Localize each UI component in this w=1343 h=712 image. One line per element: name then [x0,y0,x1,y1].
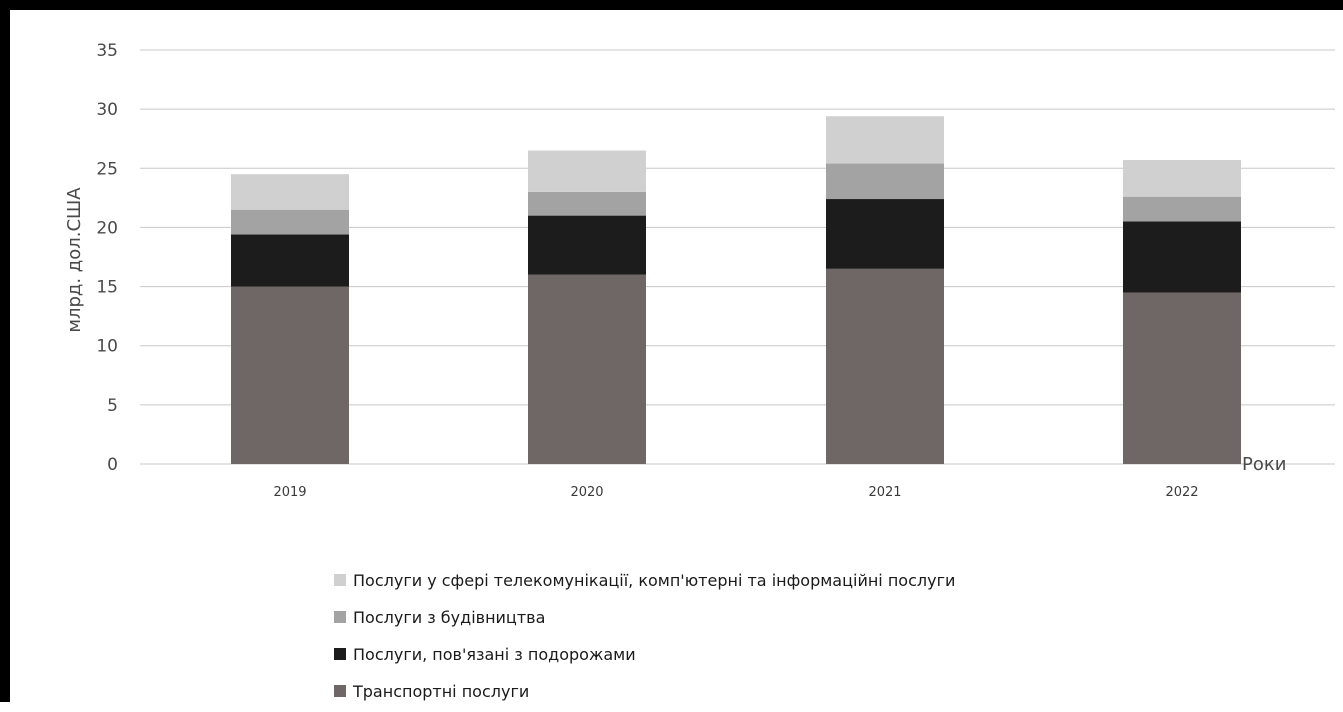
legend: Послуги у сфері телекомунікації, комп'ют… [334,571,955,701]
y-tick-label: 5 [107,396,118,416]
bar-segment-2020-series-1 [528,274,646,464]
bar-segment-2022-series-4 [1123,160,1241,197]
legend-label: Транспортні послуги [352,682,529,701]
y-tick-labels: 0 5 10 15 20 25 30 35 [96,41,118,475]
bar-segment-2019-series-4 [231,174,349,210]
bar-segment-2022-series-1 [1123,292,1241,464]
legend-item: Послуги, пов'язані з подорожами [334,645,636,664]
bar-segment-2020-series-2 [528,215,646,275]
x-axis-title: Роки [1242,454,1286,475]
bar-segment-2019-series-3 [231,209,349,235]
bar-segment-2019-series-1 [231,286,349,464]
legend-item: Послуги у сфері телекомунікації, комп'ют… [334,571,955,590]
y-tick-label: 10 [96,337,118,357]
y-tick-label: 0 [107,455,118,475]
bar-segment-2022-series-2 [1123,221,1241,293]
y-axis-title: млрд. дол.США [64,187,85,333]
y-tick-label: 25 [96,159,118,179]
bar-segment-2021-series-2 [826,199,944,269]
bar-segment-2019-series-2 [231,234,349,287]
x-tick-label: 2022 [1165,485,1198,500]
legend-swatch [334,685,346,697]
stacked-bar-chart: 0 5 10 15 20 25 30 35 2019 2020 2021 2022 млрд. до… [64,41,1335,701]
bar-segment-2022-series-3 [1123,196,1241,222]
bars [231,116,1241,464]
legend-item: Транспортні послуги [334,682,529,701]
legend-swatch [334,611,346,623]
y-tick-label: 15 [96,278,118,298]
legend-item: Послуги з будівництва [334,608,545,627]
bar-segment-2020-series-3 [528,191,646,216]
bar-segment-2021-series-1 [826,268,944,464]
x-tick-labels: 2019 2020 2021 2022 [273,485,1198,500]
x-tick-label: 2020 [570,485,603,500]
legend-label: Послуги з будівництва [353,608,545,627]
legend-label: Послуги у сфері телекомунікації, комп'ют… [353,571,955,590]
x-tick-label: 2021 [868,485,901,500]
legend-label: Послуги, пов'язані з подорожами [353,645,636,664]
bar-segment-2021-series-3 [826,163,944,200]
y-tick-label: 20 [96,218,118,238]
x-tick-label: 2019 [273,485,306,500]
bar-segment-2021-series-4 [826,116,944,164]
bar-segment-2020-series-4 [528,150,646,192]
legend-swatch [334,574,346,586]
y-tick-label: 30 [96,100,118,120]
legend-swatch [334,648,346,660]
y-tick-label: 35 [96,41,118,61]
